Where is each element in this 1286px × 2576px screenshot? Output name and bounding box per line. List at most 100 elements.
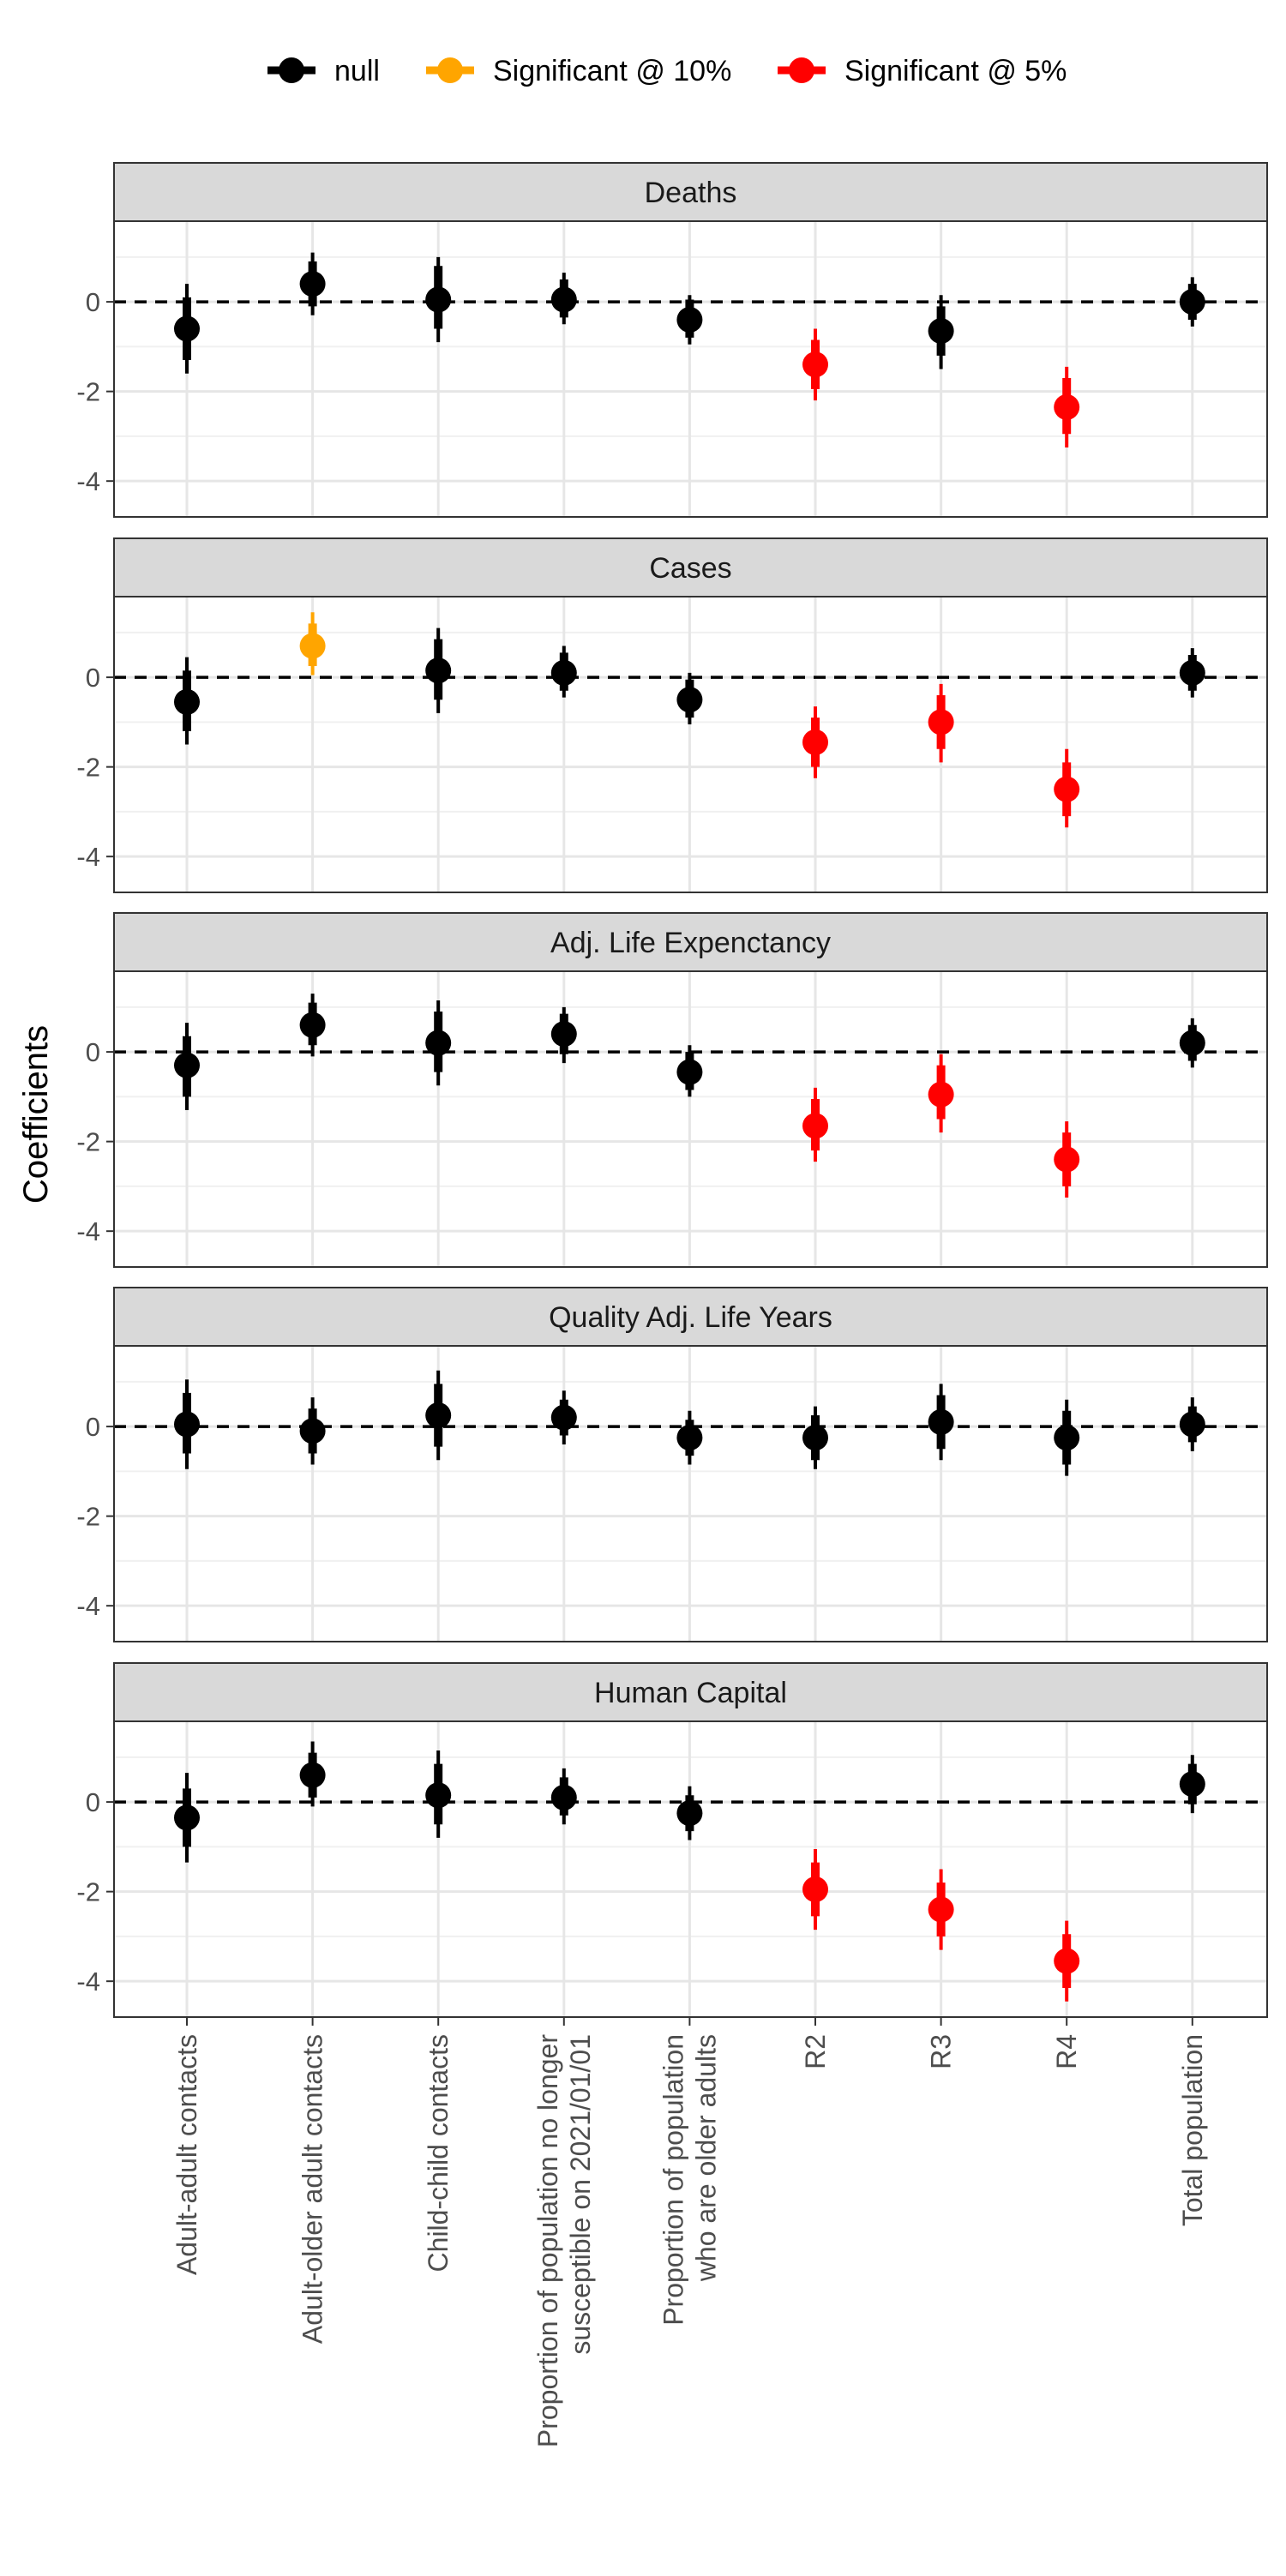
coefficient-point — [1054, 1948, 1080, 1974]
facet-panel: Quality Adj. Life Years 0 -2 -4 — [76, 1287, 1268, 1642]
x-tick-label: Proportion of population no longersuscep… — [532, 2034, 596, 2447]
coefficient-point — [676, 1800, 703, 1827]
x-tick-label-line: R2 — [800, 2034, 831, 2069]
x-tick-label-line: who are older adults — [690, 2034, 721, 2282]
facet-panel: Adj. Life Expenctancy 0 -2 -4 — [76, 912, 1268, 1268]
coefficient-point — [1054, 393, 1080, 420]
coefficient-point — [299, 271, 326, 297]
y-tick-label: 0 — [86, 287, 100, 317]
coefficient-point — [802, 1876, 828, 1903]
legend: null Significant @ 10% Significant @ 5% — [267, 55, 1067, 87]
coefficient-point — [1054, 776, 1080, 802]
coefficient-point — [802, 1425, 828, 1451]
facet-panel: Deaths 0 -2 -4 — [76, 162, 1268, 518]
y-tick-label: -4 — [76, 1216, 100, 1246]
legend-key-dot — [437, 57, 463, 83]
coefficient-point — [1179, 1771, 1205, 1798]
coefficient-point — [299, 1012, 326, 1038]
panel-border — [113, 1345, 1268, 1642]
coefficient-point — [425, 286, 452, 313]
legend-key-dot — [279, 57, 304, 83]
x-tick-label-line: Proportion of population no longer — [532, 2034, 563, 2447]
coefficient-point — [928, 318, 954, 345]
coefficient-point — [550, 1784, 577, 1810]
legend-item: Significant @ 5% — [778, 55, 1067, 87]
coefficient-point — [676, 1425, 703, 1451]
coefficient-point — [299, 1418, 326, 1444]
facet-strip — [113, 537, 1268, 597]
y-tick-label: -4 — [76, 1967, 100, 1997]
coefficient-point — [928, 709, 954, 736]
x-tick-label: Adult-older adult contacts — [297, 2034, 328, 2344]
coefficient-point — [928, 1408, 954, 1435]
legend-item: Significant @ 10% — [426, 55, 731, 87]
facet-strip — [113, 1662, 1268, 1722]
panel-border — [113, 970, 1268, 1268]
coefficient-point — [676, 687, 703, 713]
facet-strip — [113, 1287, 1268, 1347]
x-tick-label-line: Proportion of population — [658, 2034, 688, 2326]
x-tick-label: Child-child contacts — [423, 2034, 454, 2272]
panel-border — [113, 1720, 1268, 2018]
y-tick-label: 0 — [86, 1412, 100, 1442]
y-tick-label: -4 — [76, 1591, 100, 1621]
panel-border — [113, 220, 1268, 518]
y-tick-label: -4 — [76, 842, 100, 872]
y-tick-label: -4 — [76, 466, 100, 496]
x-tick-label-line: Adult-adult contacts — [171, 2034, 202, 2275]
y-tick-label: 0 — [86, 1037, 100, 1067]
legend-label: Significant @ 5% — [844, 55, 1067, 87]
x-tick-label-line: susceptible on 2021/01/01 — [565, 2034, 596, 2355]
coefficient-point — [1179, 1411, 1205, 1438]
x-tick-label-line: Child-child contacts — [423, 2034, 454, 2272]
coefficient-point — [1179, 289, 1205, 315]
coefficient-point — [425, 1030, 452, 1056]
facet-strip — [113, 912, 1268, 972]
facet-title: Adj. Life Expenctancy — [550, 927, 831, 959]
x-tick-label: R3 — [926, 2034, 957, 2069]
y-tick-label: 0 — [86, 663, 100, 693]
coefficient-point — [676, 1059, 703, 1085]
coefficient-point — [299, 633, 326, 659]
coefficient-point — [299, 1762, 326, 1788]
coefficient-point — [1179, 659, 1205, 686]
coefficient-point — [802, 1113, 828, 1139]
facet-title: Quality Adj. Life Years — [549, 1301, 832, 1334]
facet-strip — [113, 162, 1268, 222]
legend-key-dot — [789, 57, 814, 83]
coefficient-point — [550, 1404, 577, 1431]
legend-label: Significant @ 10% — [493, 55, 731, 87]
facet-panel: Cases 0 -2 -4 — [76, 537, 1268, 893]
coefficient-point — [174, 1411, 200, 1438]
y-tick-label: -2 — [76, 1877, 100, 1907]
facet-title: Human Capital — [594, 1677, 787, 1709]
x-tick-label: Total population — [1177, 2034, 1208, 2226]
panel-border — [113, 596, 1268, 893]
coefficient-point — [928, 1081, 954, 1108]
coefficient-point — [550, 286, 577, 313]
x-tick-label: R4 — [1051, 2034, 1082, 2069]
y-tick-label: -2 — [76, 377, 100, 407]
y-tick-label: -2 — [76, 1127, 100, 1157]
y-tick-label: -2 — [76, 1502, 100, 1532]
x-tick-label: R2 — [800, 2034, 831, 2069]
y-axis-title: Coefficients — [17, 1025, 55, 1204]
x-tick-label: Adult-adult contacts — [171, 2034, 202, 2275]
x-tick-label-line: Total population — [1177, 2034, 1208, 2226]
coefficient-point — [174, 1052, 200, 1078]
facet-title: Cases — [649, 552, 731, 585]
legend-item: null — [267, 55, 380, 87]
coefficient-point — [174, 315, 200, 342]
coefficient-point — [1054, 1146, 1080, 1173]
coefficient-point — [1179, 1030, 1205, 1056]
x-tick-label: Proportion of populationwho are older ad… — [658, 2034, 721, 2326]
legend-label: null — [334, 55, 380, 87]
coefficient-point — [550, 659, 577, 686]
x-axis: Adult-adult contacts Adult-older adult co… — [171, 2017, 1208, 2447]
x-tick-label-line: R4 — [1051, 2034, 1082, 2069]
coefficient-point — [174, 688, 200, 715]
x-tick-label-line: R3 — [926, 2034, 957, 2069]
